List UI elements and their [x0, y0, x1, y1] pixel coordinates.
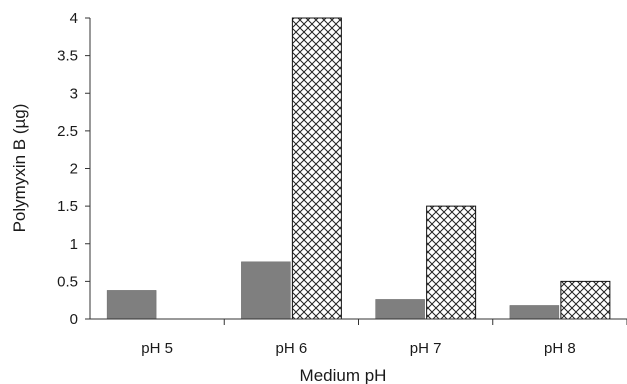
y-tick-label: 4: [70, 10, 78, 27]
x-tick-label: pH 6: [276, 340, 308, 357]
bar-solid-ph5: [106, 290, 157, 320]
y-tick-label: 2: [70, 161, 78, 178]
y-tick-label: 0.5: [57, 273, 78, 290]
x-axis-ticks: pH 5 pH 6 pH 7 pH 8: [141, 319, 627, 357]
bar-solid-ph6: [241, 261, 291, 320]
bars: [106, 17, 611, 320]
bar-crosshatch-ph8: [560, 280, 611, 320]
x-tick-label: pH 5: [141, 340, 173, 357]
x-tick-label: pH 8: [544, 340, 576, 357]
y-axis-ticks: 0 0.5 1 1.5 2 2.5 3 3.5 4: [57, 10, 90, 328]
y-tick-label: 1.5: [57, 198, 78, 215]
y-tick-label: 0: [70, 311, 78, 328]
x-tick-label: pH 7: [410, 340, 442, 357]
bar-solid-ph7: [375, 299, 425, 320]
y-tick-label: 3: [70, 85, 78, 102]
y-tick-label: 3.5: [57, 48, 78, 65]
y-tick-label: 1: [70, 236, 78, 253]
y-axis-title: Polymyxin B (µg): [10, 104, 29, 233]
bar-crosshatch-ph7: [426, 205, 477, 320]
x-axis-title: Medium pH: [300, 366, 387, 384]
bar-crosshatch-ph6: [291, 17, 342, 320]
y-tick-label: 2.5: [57, 123, 78, 140]
bar-solid-ph8: [509, 305, 560, 320]
